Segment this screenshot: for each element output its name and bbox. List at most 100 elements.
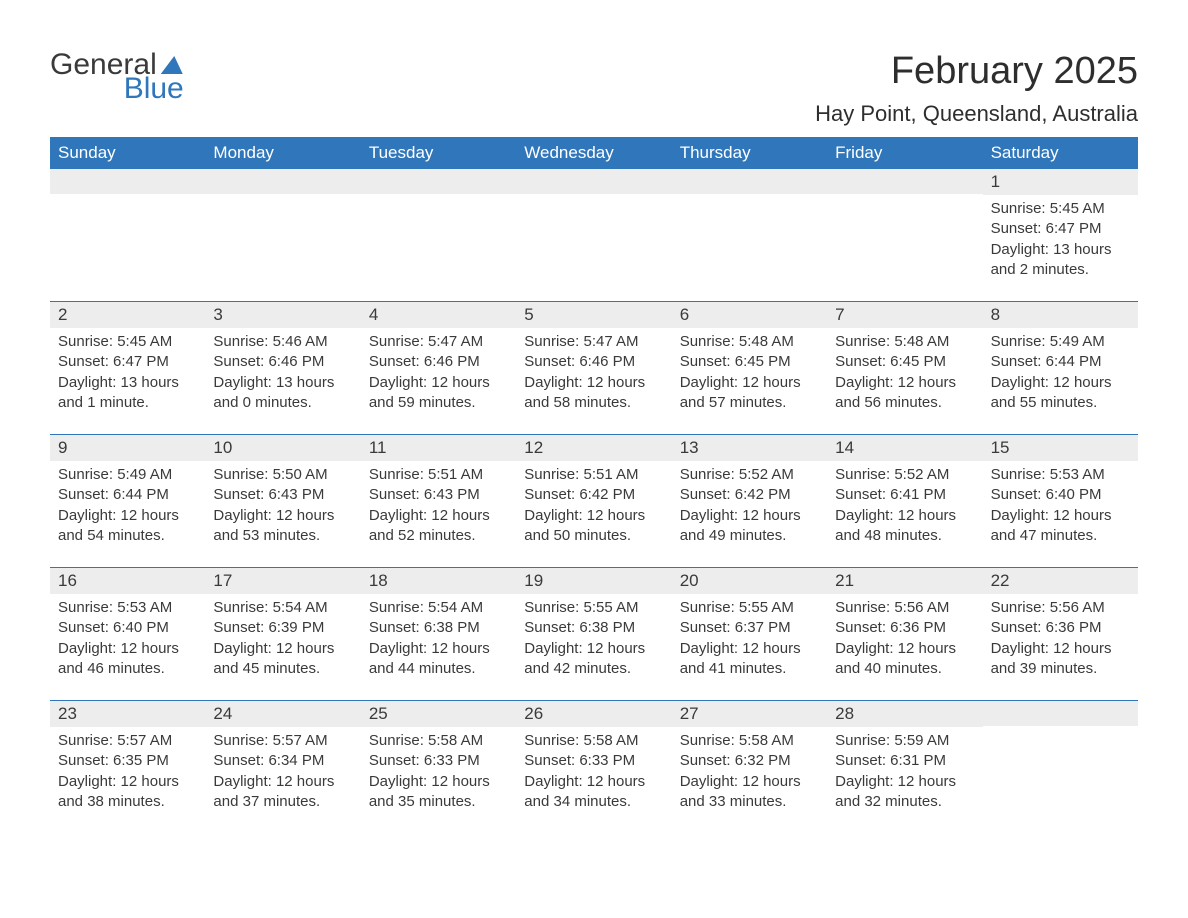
day-number: 27 [672,701,827,727]
day-number: 9 [50,435,205,461]
day-number: 28 [827,701,982,727]
day-number: 11 [361,435,516,461]
calendar-day: 22Sunrise: 5:56 AMSunset: 6:36 PMDayligh… [983,568,1138,700]
day-details: Sunrise: 5:58 AMSunset: 6:33 PMDaylight:… [516,727,671,820]
calendar-day: 9Sunrise: 5:49 AMSunset: 6:44 PMDaylight… [50,435,205,567]
day-number [205,169,360,194]
calendar-week: 9Sunrise: 5:49 AMSunset: 6:44 PMDaylight… [50,434,1138,567]
calendar-day: 20Sunrise: 5:55 AMSunset: 6:37 PMDayligh… [672,568,827,700]
sunrise-text: Sunrise: 5:51 AM [524,465,663,485]
weekday-header: Thursday [672,137,827,169]
day-number: 17 [205,568,360,594]
calendar-day: 1Sunrise: 5:45 AMSunset: 6:47 PMDaylight… [983,169,1138,301]
daylight-text: Daylight: 12 hours and 48 minutes. [835,506,974,547]
sunset-text: Sunset: 6:47 PM [58,352,197,372]
daylight-text: Daylight: 12 hours and 40 minutes. [835,639,974,680]
day-details: Sunrise: 5:55 AMSunset: 6:37 PMDaylight:… [672,594,827,687]
sunrise-text: Sunrise: 5:54 AM [213,598,352,618]
day-number: 24 [205,701,360,727]
day-details: Sunrise: 5:58 AMSunset: 6:32 PMDaylight:… [672,727,827,820]
sunrise-text: Sunrise: 5:50 AM [213,465,352,485]
sunrise-text: Sunrise: 5:58 AM [524,731,663,751]
day-details: Sunrise: 5:50 AMSunset: 6:43 PMDaylight:… [205,461,360,554]
sunset-text: Sunset: 6:34 PM [213,751,352,771]
day-number: 26 [516,701,671,727]
sunset-text: Sunset: 6:40 PM [58,618,197,638]
calendar-day [361,169,516,301]
daylight-text: Daylight: 12 hours and 34 minutes. [524,772,663,813]
day-number: 8 [983,302,1138,328]
sunrise-text: Sunrise: 5:58 AM [680,731,819,751]
sunrise-text: Sunrise: 5:57 AM [213,731,352,751]
day-details: Sunrise: 5:58 AMSunset: 6:33 PMDaylight:… [361,727,516,820]
sunrise-text: Sunrise: 5:45 AM [58,332,197,352]
header: General Blue February 2025 Hay Point, Qu… [50,50,1138,127]
day-number: 18 [361,568,516,594]
daylight-text: Daylight: 12 hours and 45 minutes. [213,639,352,680]
sunrise-text: Sunrise: 5:56 AM [991,598,1130,618]
day-details [50,194,205,206]
daylight-text: Daylight: 13 hours and 0 minutes. [213,373,352,414]
day-details: Sunrise: 5:45 AMSunset: 6:47 PMDaylight:… [50,328,205,421]
day-details: Sunrise: 5:46 AMSunset: 6:46 PMDaylight:… [205,328,360,421]
daylight-text: Daylight: 12 hours and 42 minutes. [524,639,663,680]
daylight-text: Daylight: 12 hours and 32 minutes. [835,772,974,813]
sunrise-text: Sunrise: 5:54 AM [369,598,508,618]
day-details: Sunrise: 5:51 AMSunset: 6:42 PMDaylight:… [516,461,671,554]
calendar-day: 11Sunrise: 5:51 AMSunset: 6:43 PMDayligh… [361,435,516,567]
sunset-text: Sunset: 6:33 PM [524,751,663,771]
calendar-day: 5Sunrise: 5:47 AMSunset: 6:46 PMDaylight… [516,302,671,434]
calendar-day: 19Sunrise: 5:55 AMSunset: 6:38 PMDayligh… [516,568,671,700]
calendar-day: 18Sunrise: 5:54 AMSunset: 6:38 PMDayligh… [361,568,516,700]
sunrise-text: Sunrise: 5:46 AM [213,332,352,352]
sunrise-text: Sunrise: 5:49 AM [58,465,197,485]
sunset-text: Sunset: 6:31 PM [835,751,974,771]
calendar-day [205,169,360,301]
sunset-text: Sunset: 6:35 PM [58,751,197,771]
day-details: Sunrise: 5:48 AMSunset: 6:45 PMDaylight:… [827,328,982,421]
day-number: 13 [672,435,827,461]
day-number: 21 [827,568,982,594]
calendar-day: 26Sunrise: 5:58 AMSunset: 6:33 PMDayligh… [516,701,671,833]
sunrise-text: Sunrise: 5:56 AM [835,598,974,618]
sunrise-text: Sunrise: 5:53 AM [58,598,197,618]
sunset-text: Sunset: 6:40 PM [991,485,1130,505]
sunrise-text: Sunrise: 5:59 AM [835,731,974,751]
sunrise-text: Sunrise: 5:51 AM [369,465,508,485]
calendar: SundayMondayTuesdayWednesdayThursdayFrid… [50,137,1138,833]
weekday-header: Saturday [983,137,1138,169]
sunrise-text: Sunrise: 5:52 AM [835,465,974,485]
daylight-text: Daylight: 12 hours and 58 minutes. [524,373,663,414]
calendar-day: 3Sunrise: 5:46 AMSunset: 6:46 PMDaylight… [205,302,360,434]
sunrise-text: Sunrise: 5:57 AM [58,731,197,751]
day-details: Sunrise: 5:48 AMSunset: 6:45 PMDaylight:… [672,328,827,421]
day-details: Sunrise: 5:57 AMSunset: 6:35 PMDaylight:… [50,727,205,820]
day-details: Sunrise: 5:47 AMSunset: 6:46 PMDaylight:… [361,328,516,421]
calendar-day: 2Sunrise: 5:45 AMSunset: 6:47 PMDaylight… [50,302,205,434]
day-details: Sunrise: 5:53 AMSunset: 6:40 PMDaylight:… [50,594,205,687]
calendar-day: 7Sunrise: 5:48 AMSunset: 6:45 PMDaylight… [827,302,982,434]
day-details: Sunrise: 5:55 AMSunset: 6:38 PMDaylight:… [516,594,671,687]
day-details: Sunrise: 5:47 AMSunset: 6:46 PMDaylight:… [516,328,671,421]
daylight-text: Daylight: 12 hours and 44 minutes. [369,639,508,680]
daylight-text: Daylight: 12 hours and 33 minutes. [680,772,819,813]
weekday-header: Sunday [50,137,205,169]
sunrise-text: Sunrise: 5:48 AM [835,332,974,352]
sunrise-text: Sunrise: 5:55 AM [680,598,819,618]
day-details [672,194,827,206]
sunset-text: Sunset: 6:45 PM [680,352,819,372]
sunset-text: Sunset: 6:39 PM [213,618,352,638]
calendar-day: 17 Sunrise: 5:54 AMSunset: 6:39 PMDayligh… [205,568,360,700]
sunset-text: Sunset: 6:42 PM [524,485,663,505]
location: Hay Point, Queensland, Australia [815,101,1138,127]
sunset-text: Sunset: 6:38 PM [524,618,663,638]
calendar-week: 2Sunrise: 5:45 AMSunset: 6:47 PMDaylight… [50,301,1138,434]
day-number [983,701,1138,726]
sunset-text: Sunset: 6:33 PM [369,751,508,771]
weekday-header: Tuesday [361,137,516,169]
day-details: Sunrise: 5:45 AMSunset: 6:47 PMDaylight:… [983,195,1138,288]
weekday-header: Friday [827,137,982,169]
day-number [672,169,827,194]
day-details: Sunrise: 5:53 AMSunset: 6:40 PMDaylight:… [983,461,1138,554]
sunrise-text: Sunrise: 5:52 AM [680,465,819,485]
